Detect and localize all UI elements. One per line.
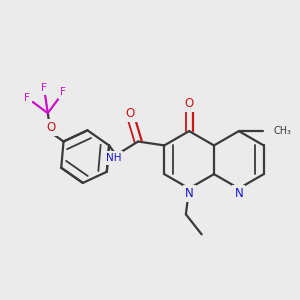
Text: CH₃: CH₃ <box>273 126 291 136</box>
Text: F: F <box>24 93 30 103</box>
Text: F: F <box>60 87 66 98</box>
Text: NH: NH <box>106 153 121 163</box>
Text: N: N <box>235 187 243 200</box>
Text: O: O <box>184 97 194 110</box>
Text: O: O <box>126 107 135 120</box>
Text: O: O <box>46 121 55 134</box>
Text: F: F <box>41 82 47 93</box>
Text: N: N <box>185 187 194 200</box>
